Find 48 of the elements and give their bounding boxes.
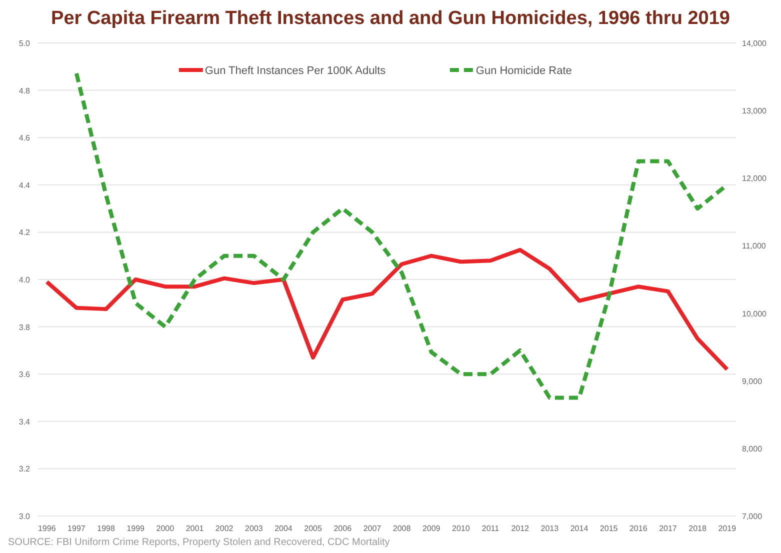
x-tick-label: 2015 [600,524,618,533]
x-tick-label: 2014 [570,524,589,533]
x-tick-label: 1998 [97,524,116,533]
x-tick-label: 2017 [659,524,678,533]
y-tick-label: 4.0 [18,276,31,284]
y2-tick-label: 12,000 [742,174,768,184]
x-tick-label: 1997 [68,524,86,533]
y-tick-label: 3.4 [18,417,31,426]
y-tick-label: 4.6 [18,134,31,143]
y-tick-label: 3.0 [18,512,31,521]
y-tick-label: 4.2 [18,228,31,238]
x-tick-label: 2011 [482,524,500,533]
y2-tick-label: 14,000 [742,39,768,48]
y2-tick-label: 8,000 [742,444,763,454]
y-tick-label: 3.8 [18,322,31,332]
legend-label: Gun Homicide Rate [476,65,572,77]
x-tick-label: 2009 [422,524,441,533]
x-tick-label: 1996 [38,524,56,533]
y2-tick-label: 13,000 [742,106,768,116]
y2-tick-label: 9,000 [742,376,763,386]
x-tick-label: 2008 [392,524,412,533]
x-tick-label: 2012 [511,524,530,533]
y-tick-label: 3.6 [18,370,31,380]
y-tick-label: 4.8 [18,86,31,96]
x-tick-label: 2006 [334,524,352,533]
x-tick-label: 2004 [274,524,293,533]
source-note: SOURCE: FBI Uniform Crime Reports, Property Stolen and Recovered, CDC Mortality [8,537,390,548]
x-tick-label: 1999 [126,524,146,533]
x-tick-label: 2013 [540,524,560,533]
x-tick-label: 2005 [304,524,323,533]
x-tick-label: 2016 [630,524,648,533]
x-tick-label: 2001 [186,524,204,533]
chart-title: Per Capita Firearm Theft Instances and and Gun Homicides, 1996 thru 2019 [51,8,730,29]
x-tick-label: 2000 [156,524,175,533]
y2-tick-label: 7,000 [742,512,763,521]
y2-tick-label: 11,000 [742,242,766,251]
x-tick-label: 2019 [718,524,737,533]
x-tick-label: 2010 [452,524,470,533]
line-series [44,248,730,372]
x-tick-label: 2018 [688,524,707,533]
legend-label: Gun Theft Instances Per 100K Adults [204,65,386,77]
y-tick-label: 5.0 [18,39,31,48]
y-tick-label: 4.4 [18,180,31,190]
x-tick-label: 2002 [215,524,234,533]
y-tick-label: 3.2 [18,464,31,474]
y2-tick-label: 10,000 [742,309,768,318]
x-tick-label: 2003 [245,524,264,533]
x-tick-label: 2007 [363,524,382,533]
